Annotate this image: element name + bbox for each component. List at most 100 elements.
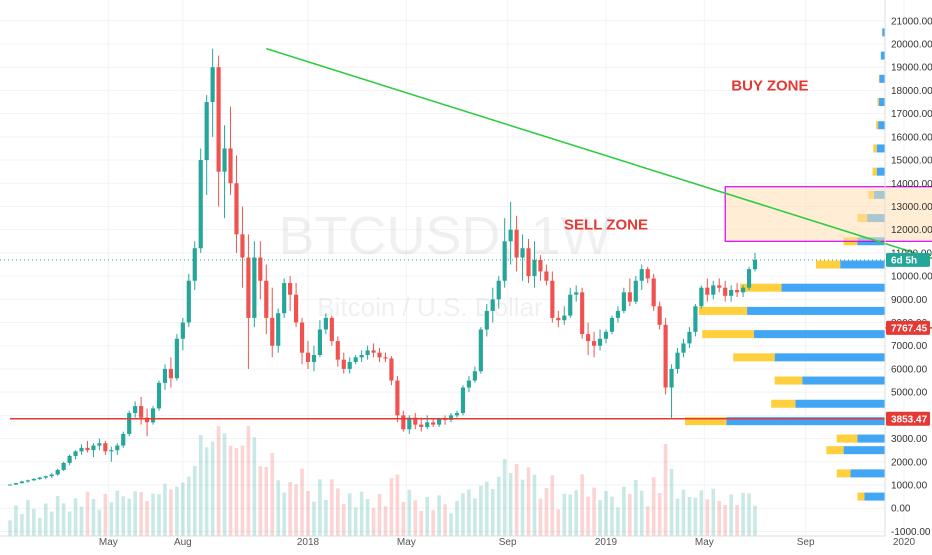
volume-profile-sell [802, 376, 885, 385]
candle-body [419, 424, 424, 427]
volume-bar [437, 495, 441, 536]
volume-bar [252, 437, 257, 536]
volume-bar [91, 499, 96, 536]
volume-bar [216, 426, 221, 536]
volume-bar [508, 473, 513, 536]
candle-body [621, 292, 626, 311]
candle-body [31, 478, 36, 481]
candle-body [729, 290, 734, 296]
candle-body [133, 406, 138, 414]
volume-bar [43, 503, 48, 536]
price-axis-label: 10000.00 [891, 272, 932, 283]
candle-body [377, 352, 382, 358]
volume-bar [228, 445, 233, 536]
candle-body [586, 334, 591, 342]
candle-body [669, 368, 674, 388]
volume-bar [371, 508, 376, 536]
grid [0, 0, 905, 536]
candle-body [401, 415, 406, 430]
candle-body [121, 433, 126, 446]
volume-bar [133, 491, 137, 536]
volume-bar [532, 474, 537, 536]
volume-bar [336, 488, 340, 536]
volume-bar [526, 467, 531, 536]
volume-bar [502, 459, 507, 536]
candle-body [288, 283, 293, 295]
volume-bars [8, 426, 757, 536]
price-axis-label: 20000.00 [891, 40, 932, 51]
candle-body [603, 331, 609, 339]
candle-body [240, 234, 245, 258]
volume-bar [747, 493, 751, 536]
volume-profile-buy [877, 98, 879, 107]
candle-body [568, 294, 573, 316]
candle-body [13, 483, 19, 485]
zone-annotation: SELL ZONE [564, 217, 648, 234]
volume-bar [270, 453, 275, 536]
candle-body [675, 352, 680, 369]
candle-body [645, 269, 650, 279]
volume-bar [115, 490, 120, 536]
volume-profile-sell [795, 399, 885, 408]
volume-bar [610, 496, 614, 536]
price-axis-label: -1000.00 [891, 527, 931, 538]
candle-body [61, 462, 66, 470]
candle-body [180, 322, 185, 339]
candle-body [264, 280, 269, 318]
candle-body [580, 292, 585, 335]
candle-body [699, 287, 704, 307]
volume-bar [288, 482, 292, 536]
candle-body [752, 259, 758, 270]
volume-bar [318, 479, 322, 536]
candle-body [448, 415, 454, 421]
volume-bar [175, 486, 179, 536]
price-axis-label: 6000.00 [891, 364, 928, 375]
volume-bar [604, 491, 608, 536]
time-axis[interactable]: MayAug2018MaySep2019MaySep2020MaySep2021… [0, 535, 932, 548]
candle-body [526, 248, 531, 277]
volume-bar [246, 426, 251, 536]
candle-body [425, 422, 430, 427]
candle-body [389, 358, 394, 381]
volume-profile-buy [878, 74, 880, 83]
price-axis-label: 2000.00 [891, 457, 928, 468]
volume-bar [639, 490, 644, 536]
volume-bar [717, 501, 722, 536]
volume-bar [61, 503, 66, 536]
volume-bar [395, 474, 400, 536]
candle-body [591, 341, 597, 346]
candle-body [109, 450, 114, 452]
volume-bar [562, 493, 567, 536]
volume-bar [514, 464, 519, 536]
volume-bar [431, 510, 435, 536]
candle-body [55, 469, 60, 475]
volume-bar [616, 507, 620, 536]
candle-body [597, 338, 603, 346]
candle-body [532, 259, 537, 277]
volume-bar [234, 448, 239, 536]
time-axis-label: Sep [499, 537, 517, 548]
volume-bar [20, 514, 24, 536]
volume-bar [479, 485, 483, 536]
volume-profile-sell [882, 28, 885, 37]
volume-bar [741, 492, 745, 536]
candle-body [7, 484, 13, 486]
volume-bar [675, 498, 680, 536]
candle-body [371, 350, 376, 353]
candle-body [740, 287, 746, 293]
candle-body [657, 306, 662, 325]
volume-bar [222, 433, 227, 536]
candle-body [460, 387, 466, 414]
candle-body [490, 299, 495, 311]
sell-zone-box[interactable] [724, 186, 932, 242]
candle-body [746, 269, 752, 288]
volume-bar [413, 500, 418, 536]
volume-bar [151, 493, 155, 536]
candle-body [222, 148, 227, 172]
candle-body [67, 455, 72, 463]
price-axis[interactable]: 21000.00 20000.00 19000.00 18000.00 17000.00… [891, 16, 932, 538]
candle-body [484, 310, 489, 330]
price-axis-label: 1000.00 [891, 480, 928, 491]
